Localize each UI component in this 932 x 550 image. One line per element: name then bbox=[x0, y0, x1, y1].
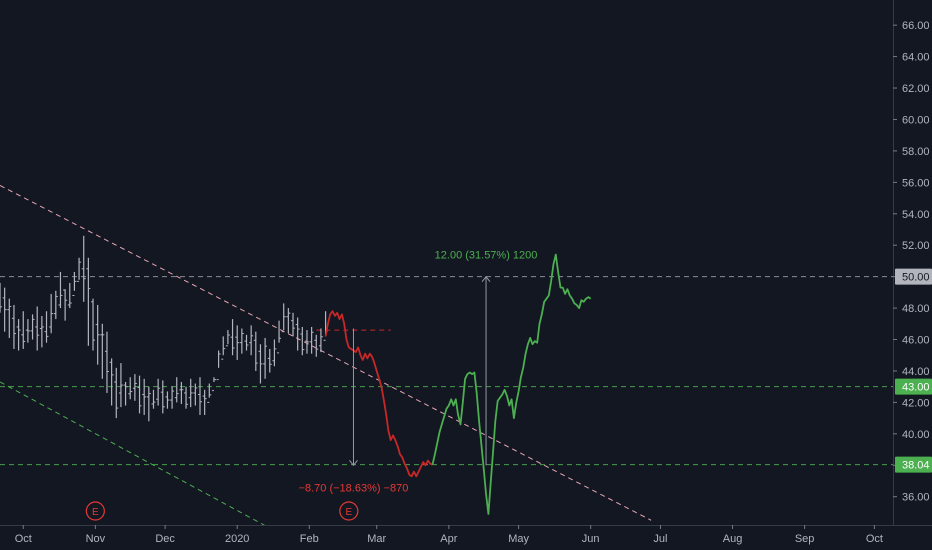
y-tick-label: 46.00 bbox=[902, 335, 930, 347]
x-tick-label: Feb bbox=[300, 533, 319, 545]
projection-path-red[interactable] bbox=[324, 310, 433, 478]
trend-line-1[interactable] bbox=[0, 381, 270, 528]
x-tick-label: Dec bbox=[155, 533, 175, 545]
earnings-event-label-0: E bbox=[92, 507, 99, 518]
measure-label-1: 12.00 (31.57%) 1200 bbox=[435, 250, 538, 262]
x-tick-label: Oct bbox=[866, 533, 883, 545]
y-tick-label: 56.00 bbox=[902, 177, 930, 189]
x-tick-label: Aug bbox=[723, 533, 743, 545]
x-tick-label: 2020 bbox=[225, 533, 249, 545]
plot-content bbox=[0, 185, 893, 528]
measure-label-0: −8.70 (−18.63%) −870 bbox=[299, 482, 409, 494]
x-tick-label: Jul bbox=[653, 533, 667, 545]
x-tick-label: Jun bbox=[582, 533, 600, 545]
x-tick-label: Oct bbox=[15, 533, 32, 545]
price-label-text-1: 43.00 bbox=[902, 382, 930, 394]
x-tick-label: May bbox=[508, 533, 529, 545]
x-tick-label: Sep bbox=[795, 533, 815, 545]
earnings-event-label-1: E bbox=[345, 507, 352, 518]
plot-area: −8.70 (−18.63%) −870 12.00 (31.57%) 1200 E… bbox=[0, 185, 893, 528]
y-tick-label: 66.00 bbox=[902, 20, 930, 32]
projection-path-green[interactable] bbox=[431, 253, 592, 515]
x-tick-label: Apr bbox=[440, 533, 457, 545]
y-tick-label: 64.00 bbox=[902, 52, 930, 64]
price-label-badge-2[interactable] bbox=[895, 456, 932, 473]
measure-arrowhead-1 bbox=[481, 275, 491, 282]
y-tick-label: 48.00 bbox=[902, 303, 930, 315]
x-tick-label: Mar bbox=[367, 533, 386, 545]
earnings-event-marker-1[interactable] bbox=[339, 501, 359, 521]
x-tick-label: Nov bbox=[86, 533, 106, 545]
y-tick-label: 58.00 bbox=[902, 146, 930, 158]
y-tick-label: 60.00 bbox=[902, 114, 930, 126]
price-label-text-2: 38.04 bbox=[902, 460, 930, 472]
y-tick-label: 36.00 bbox=[902, 492, 930, 504]
price-label-text-0: 50.00 bbox=[902, 272, 930, 284]
y-tick-label: 62.00 bbox=[902, 83, 930, 95]
y-tick-label: 40.00 bbox=[902, 429, 930, 441]
price-label-badge-1[interactable] bbox=[895, 378, 932, 395]
y-tick-label: 42.00 bbox=[902, 397, 930, 409]
price-label-badge-0[interactable] bbox=[895, 268, 932, 285]
y-tick-label: 44.00 bbox=[902, 366, 930, 378]
measure-arrowhead-0 bbox=[349, 459, 358, 467]
earnings-event-marker-0[interactable] bbox=[85, 501, 105, 521]
y-tick-label: 54.00 bbox=[902, 209, 930, 221]
y-tick-label: 52.00 bbox=[902, 240, 930, 252]
